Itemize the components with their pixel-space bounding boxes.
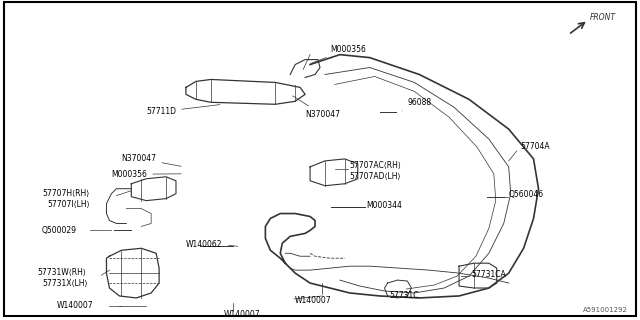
Text: 57707I⟨LH⟩: 57707I⟨LH⟩ (47, 200, 90, 209)
Text: 57704A: 57704A (520, 142, 550, 151)
Text: Q500029: Q500029 (42, 226, 77, 235)
Text: 57731C: 57731C (390, 292, 419, 300)
Text: 57707H⟨RH⟩: 57707H⟨RH⟩ (42, 189, 89, 198)
Text: W140007: W140007 (223, 310, 260, 319)
Text: 57731X⟨LH⟩: 57731X⟨LH⟩ (42, 278, 88, 288)
Text: Q560046: Q560046 (509, 190, 544, 199)
Text: M000344: M000344 (367, 201, 403, 210)
Text: W140007: W140007 (295, 296, 332, 305)
Text: 57731CA: 57731CA (471, 270, 506, 279)
Text: N370047: N370047 (122, 154, 181, 166)
Text: W140007: W140007 (57, 301, 93, 310)
Text: 57731W⟨RH⟩: 57731W⟨RH⟩ (37, 268, 86, 276)
Text: N370047: N370047 (292, 96, 340, 119)
Text: 57707AC⟨RH⟩: 57707AC⟨RH⟩ (350, 161, 402, 170)
Text: 96088: 96088 (402, 98, 431, 111)
Text: M000356: M000356 (111, 170, 181, 179)
Text: 57707AD⟨LH⟩: 57707AD⟨LH⟩ (350, 172, 401, 181)
Text: M000356: M000356 (310, 45, 366, 64)
Text: W140062: W140062 (186, 240, 223, 249)
Text: 57711D: 57711D (146, 105, 220, 116)
Text: A591001292: A591001292 (583, 307, 628, 313)
Text: FRONT: FRONT (590, 13, 616, 22)
